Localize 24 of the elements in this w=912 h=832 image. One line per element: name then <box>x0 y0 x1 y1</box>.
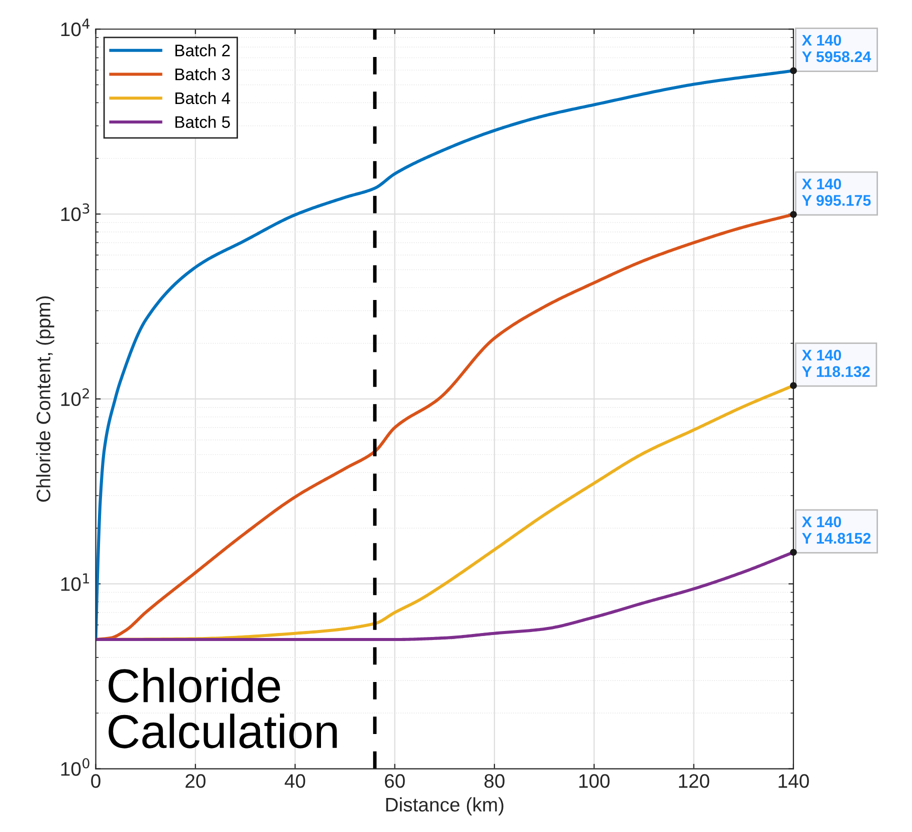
y-tick-label: 10$^{2}$ <box>61 388 89 406</box>
text: X 140 Y 5958.24 <box>802 34 872 62</box>
legend-label: Batch 5 <box>175 116 230 128</box>
y-tick-label: 10$^{4}$ <box>61 18 90 36</box>
x-tick-label: 0 <box>91 774 100 788</box>
y-tick-label: 10$^{0}$ <box>61 758 90 776</box>
x-axis-title: Distance (km) <box>386 797 504 816</box>
x-tick-label: 20 <box>186 774 206 788</box>
legend-label: Batch 4 <box>175 92 230 104</box>
legend-label: Batch 3 <box>175 68 230 80</box>
x-tick-label: 80 <box>484 774 504 788</box>
text: X 140 Y 995.175 <box>802 178 871 206</box>
x-tick-label: 60 <box>384 774 405 788</box>
y-tick-label: 10$^{1}$ <box>61 573 90 591</box>
annotation: Chloride Calculation <box>108 668 337 748</box>
x-tick-label: 140 <box>778 774 809 788</box>
y-tick-label: 10$^{3}$ <box>61 203 90 222</box>
y-axis-title: Chloride Content, (ppm) <box>36 296 54 502</box>
x-tick-label: 120 <box>679 774 710 788</box>
x-tick-label: 40 <box>284 774 306 788</box>
text: X 140 Y 14.8152 <box>802 516 871 544</box>
legend-label: Batch 2 <box>175 44 230 56</box>
text: X 140 Y 118.132 <box>802 350 870 378</box>
x-tick-label: 100 <box>579 774 610 788</box>
